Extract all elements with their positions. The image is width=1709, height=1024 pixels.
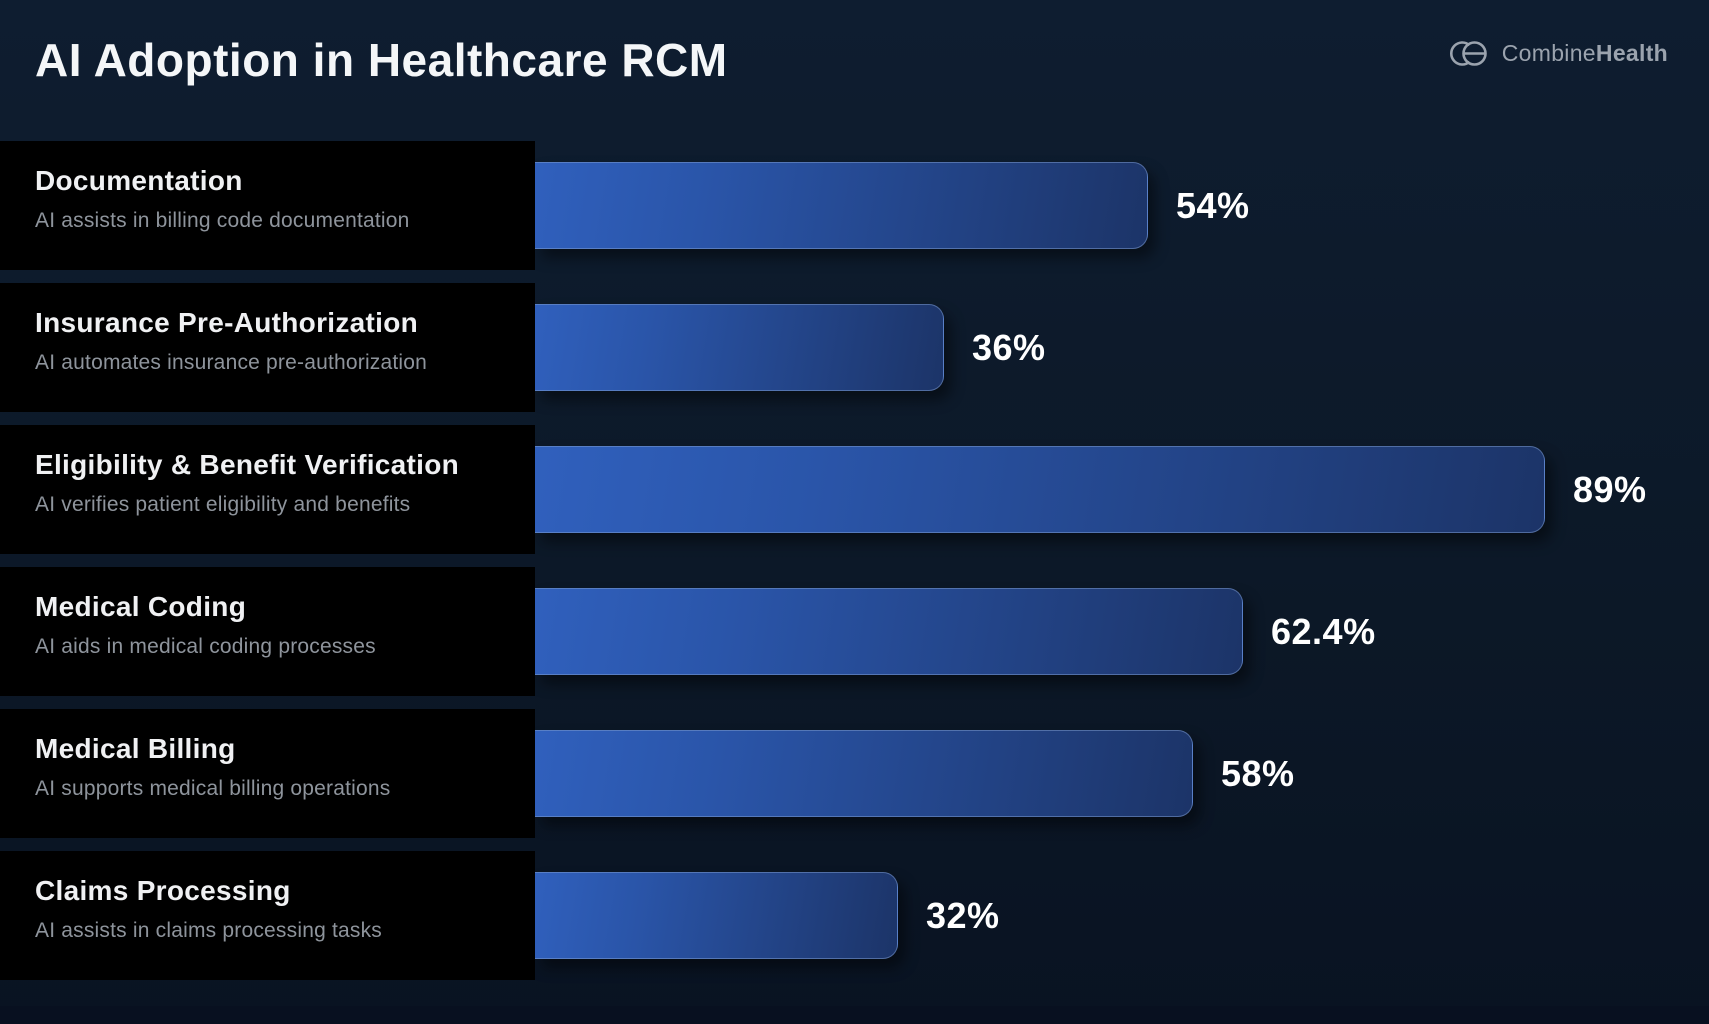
value-label: 32% [926,894,1000,936]
brand-logo: CombineHealth [1444,37,1668,70]
brand-name-regular: Combine [1501,40,1596,66]
brand-name-bold: Health [1595,40,1668,66]
category-label-panel: Eligibility & Benefit Verification AI ve… [0,425,535,554]
chart-row: Eligibility & Benefit Verification AI ve… [0,425,1709,554]
value-label: 89% [1573,468,1647,510]
category-description: AI verifies patient eligibility and bene… [35,493,411,516]
bar [535,162,1148,249]
category-description: AI assists in claims processing tasks [35,919,383,942]
category-label-panel: Claims Processing AI assists in claims p… [0,851,535,980]
category-name: Medical Coding [35,591,247,622]
brand-name: CombineHealth [1502,40,1668,67]
category-label-panel: Medical Billing AI supports medical bill… [0,709,535,838]
value-label: 62.4% [1271,610,1376,652]
category-description: AI supports medical billing operations [35,777,391,800]
chart-row: Documentation AI assists in billing code… [0,141,1709,270]
page-title: AI Adoption in Healthcare RCM [35,34,728,86]
bar [535,304,944,391]
category-name: Claims Processing [35,875,291,906]
value-label: 36% [972,326,1046,368]
value-label: 54% [1176,184,1250,226]
category-description: AI assists in billing code documentation [35,209,410,232]
bar [535,872,898,959]
category-name: Insurance Pre-Authorization [35,307,419,338]
chart-row: Claims Processing AI assists in claims p… [0,851,1709,980]
bar [535,730,1193,817]
value-label: 58% [1221,752,1295,794]
chart-row: Medical Coding AI aids in medical coding… [0,567,1709,696]
header: AI Adoption in Healthcare RCM CombineHea… [0,0,1709,128]
chart-row: Medical Billing AI supports medical bill… [0,709,1709,838]
category-description: AI aids in medical coding processes [35,635,376,658]
category-name: Eligibility & Benefit Verification [35,449,460,480]
bar [535,446,1545,533]
bottom-edge-shade [0,1006,1709,1024]
category-label-panel: Medical Coding AI aids in medical coding… [0,567,535,696]
category-name: Medical Billing [35,733,236,764]
combinehealth-logo-icon [1449,41,1487,66]
category-label-panel: Insurance Pre-Authorization AI automates… [0,283,535,412]
category-name: Documentation [35,165,243,196]
category-description: AI automates insurance pre-authorization [35,351,428,374]
bar [535,588,1243,675]
category-label-panel: Documentation AI assists in billing code… [0,141,535,270]
chart-row: Insurance Pre-Authorization AI automates… [0,283,1709,412]
